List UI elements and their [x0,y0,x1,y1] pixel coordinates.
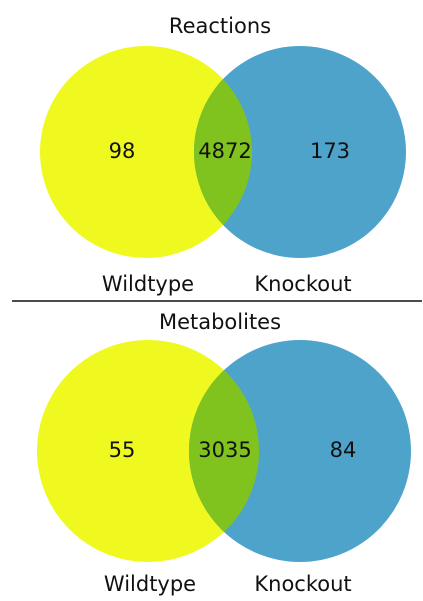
set-label: Wildtype [104,572,196,596]
chart-title: Reactions [169,14,271,38]
set-label: Wildtype [102,272,194,296]
region-count: 4872 [198,139,251,163]
chart-title: Metabolites [159,310,281,334]
set-circle [189,340,411,562]
region-count: 84 [330,438,357,462]
region-count: 3035 [198,438,251,462]
set-label: Knockout [254,572,351,596]
set-circle [194,46,406,258]
region-count: 173 [310,139,350,163]
region-count: 55 [109,438,136,462]
set-label: Knockout [254,272,351,296]
region-count: 98 [109,139,136,163]
set-circle [37,340,259,562]
set-circle [40,46,252,258]
